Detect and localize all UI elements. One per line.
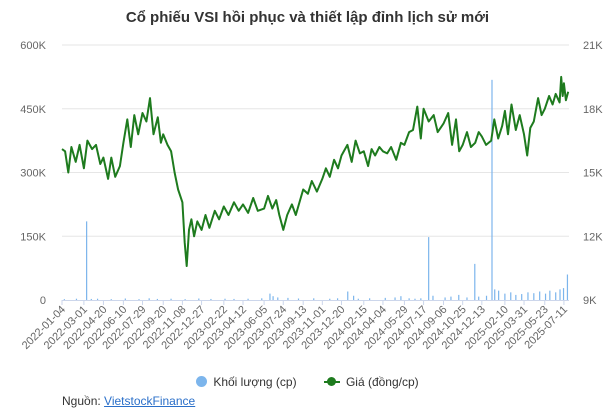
- volume-bar: [384, 297, 386, 300]
- chart-legend: Khối lượng (cp) Giá (đồng/cp): [0, 374, 615, 389]
- y-right-tick-label: 18K: [583, 104, 603, 116]
- legend-label-price: Giá (đồng/cp): [345, 374, 419, 389]
- source-note: Nguồn: VietstockFinance: [62, 394, 195, 408]
- volume-bar: [272, 296, 274, 300]
- volume-bar: [478, 296, 480, 300]
- volume-bar: [408, 298, 410, 300]
- volume-bar: [353, 295, 355, 300]
- volume-bar: [420, 298, 422, 300]
- y-left-tick-label: 0: [40, 295, 46, 307]
- volume-bar: [336, 298, 339, 300]
- volume-bar: [428, 237, 430, 300]
- volume-bar: [287, 297, 289, 300]
- volume-bar: [110, 299, 112, 300]
- volume-bar: [138, 299, 140, 300]
- volume-bar: [504, 293, 506, 300]
- legend-item-volume[interactable]: Khối lượng (cp): [196, 374, 297, 389]
- volume-bar: [63, 299, 65, 300]
- chart-title: Cổ phiếu VSI hồi phục và thiết lập đỉnh …: [125, 9, 490, 26]
- volume-bar: [485, 295, 488, 300]
- volume-bar: [347, 291, 349, 300]
- volume-bar: [566, 274, 569, 300]
- volume-bar: [444, 297, 446, 300]
- source-label: Nguồn:: [62, 394, 101, 408]
- volume-bar: [247, 298, 249, 300]
- y-right-tick-label: 15K: [583, 168, 603, 180]
- legend-label-volume: Khối lượng (cp): [213, 374, 297, 389]
- volume-bar: [491, 79, 493, 300]
- volume-bar: [474, 263, 476, 300]
- volume-bar: [90, 298, 92, 300]
- volume-bar: [432, 295, 434, 300]
- volume-bar: [269, 293, 271, 300]
- price-line: [61, 75, 570, 267]
- y-left-tick-label: 450K: [20, 104, 46, 116]
- volume-bar: [224, 298, 226, 300]
- volume-bar: [549, 290, 551, 300]
- volume-bar: [369, 298, 371, 300]
- price-legend-marker: [323, 376, 340, 387]
- volume-bar: [297, 298, 300, 300]
- volume-bar: [210, 298, 212, 300]
- volume-bar: [510, 292, 512, 300]
- y-left-tick-label: 150K: [20, 231, 46, 243]
- volume-bar: [184, 299, 186, 300]
- volume-bar: [277, 297, 279, 300]
- y-right-tick-label: 12K: [583, 231, 603, 243]
- volume-bar: [533, 293, 535, 300]
- source-link[interactable]: VietstockFinance: [104, 394, 196, 408]
- volume-bar: [515, 294, 517, 300]
- volume-bar: [96, 298, 99, 300]
- volume-bar: [329, 298, 331, 300]
- volume-bar: [555, 292, 557, 300]
- volume-bar: [156, 298, 158, 300]
- volume-bar: [559, 289, 561, 300]
- volume-bar: [198, 298, 200, 300]
- y-right-tick-label: 21K: [583, 40, 603, 52]
- volume-bar: [414, 298, 416, 300]
- volume-legend-marker: [196, 375, 208, 387]
- legend-item-price[interactable]: Giá (đồng/cp): [323, 374, 419, 389]
- volume-bar: [233, 298, 235, 300]
- volume-bar: [458, 294, 460, 300]
- chart-svg: 0150K300K450K600K9K12K15K18K21K2022-01-0…: [20, 40, 603, 352]
- volume-bar: [124, 298, 126, 300]
- volume-bar: [313, 298, 315, 300]
- volume-bar: [521, 294, 523, 300]
- volume-bar: [544, 293, 547, 300]
- volume-bar: [170, 298, 172, 300]
- volume-bar: [261, 298, 263, 300]
- volume-bar: [527, 292, 529, 300]
- volume-bar: [539, 291, 541, 300]
- y-left-tick-label: 300K: [20, 168, 46, 180]
- y-right-tick-label: 9K: [583, 295, 597, 307]
- volume-bar: [466, 297, 468, 300]
- volume-bar: [450, 296, 452, 300]
- volume-bar: [400, 296, 402, 300]
- volume-bar: [498, 290, 500, 300]
- volume-bar: [562, 288, 565, 300]
- y-left-tick-label: 600K: [20, 40, 46, 52]
- volume-bar: [394, 297, 396, 300]
- volume-bar: [357, 298, 359, 300]
- volume-bar: [75, 298, 78, 300]
- volume-bar: [86, 221, 88, 300]
- volume-bar: [494, 289, 496, 300]
- volume-bar: [148, 298, 150, 300]
